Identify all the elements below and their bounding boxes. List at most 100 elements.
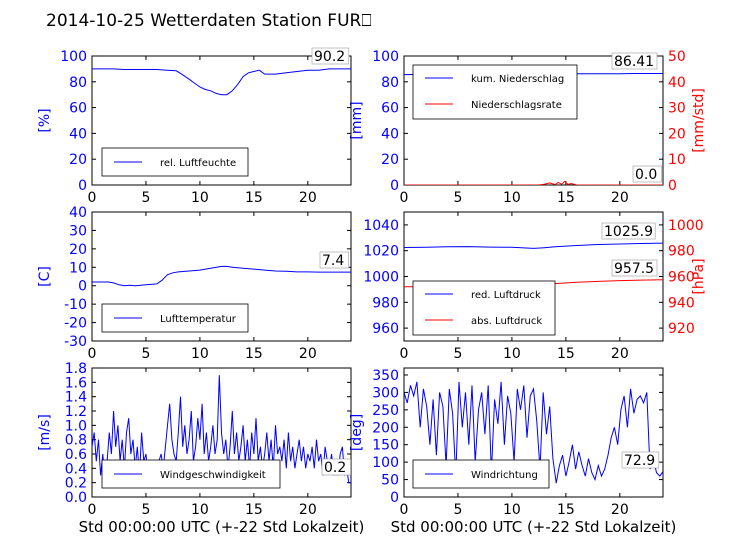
series-line-0 — [404, 381, 663, 484]
y2-axis-label: [hPa] — [691, 258, 707, 294]
y-tick-label: 0.0 — [65, 490, 87, 506]
y-tick-label: 0.4 — [65, 461, 87, 477]
y2-axis-label: [mm/std] — [691, 88, 707, 153]
y-tick-label: 350 — [372, 368, 399, 384]
y-tick-label: 100 — [60, 49, 87, 65]
series-group — [92, 265, 351, 287]
legend-box — [412, 64, 578, 120]
y-tick-label: 10 — [69, 260, 87, 276]
x-tick-label: 15 — [245, 190, 263, 206]
panel-precipitation: 0 5 10 15 20 0 20 40 60 80 100 0 10 20 30 40 50 [mm] [mm/s… — [349, 49, 707, 206]
last-value-box — [319, 251, 349, 269]
legend: red. Luftdruck abs. Luftdruck — [412, 280, 556, 336]
y-tick-label: 0 — [390, 178, 399, 194]
y-tick-label: 0 — [78, 279, 87, 295]
y-tick-label: 300 — [372, 385, 399, 401]
legend-label: kum. Niederschlag — [471, 74, 564, 85]
series-line-0 — [92, 68, 351, 96]
x-tick-label: 0 — [88, 346, 97, 362]
last-value-box — [611, 259, 658, 277]
panel-windspeed: 0 5 10 15 200.00.20.40.60.81.01.21.41.61.8[m… — [37, 361, 364, 536]
x-tick-label: 20 — [299, 346, 317, 362]
y-tick-label: 0.8 — [65, 433, 87, 449]
y-tick-label: 980 — [372, 295, 399, 311]
y2-tick-label: 940 — [668, 295, 695, 311]
x-tick-label: 20 — [611, 502, 629, 518]
x-tick-label: 20 — [299, 502, 317, 518]
last-value-box — [621, 451, 660, 469]
y2-tick-label: 10 — [668, 152, 686, 168]
legend-box — [412, 280, 556, 336]
x-axis-label: Std 00:00:00 UTC (+-22 Std Lokalzeit) — [391, 518, 677, 536]
y-tick-label: 0 — [78, 178, 87, 194]
y-tick-label: 1040 — [363, 218, 399, 234]
legend-label: red. Luftdruck — [471, 290, 541, 301]
x-tick-label: 0 — [400, 502, 409, 518]
y-tick-label: 0.2 — [65, 476, 87, 492]
last-value-label: 0.0 — [635, 167, 657, 183]
y-tick-label: 1.2 — [65, 404, 87, 420]
last-value-box — [321, 458, 351, 476]
x-tick-label: 0 — [400, 346, 409, 362]
legend: rel. Luftfeuchte — [101, 147, 249, 177]
x-tick-label: 0 — [400, 190, 409, 206]
y-tick-label: 1.0 — [65, 418, 87, 434]
y-tick-label: 40 — [69, 205, 87, 221]
last-value-label: 72.9 — [624, 453, 655, 469]
last-value-label: 0.2 — [324, 460, 346, 476]
y-tick-label: -30 — [64, 334, 87, 350]
last-value-label: 7.4 — [322, 253, 344, 269]
y2-tick-label: 50 — [668, 49, 686, 65]
y2-tick-label: 960 — [668, 270, 695, 286]
y-tick-label: 80 — [69, 75, 87, 91]
x-tick-label: 5 — [141, 346, 150, 362]
x-tick-label: 5 — [453, 346, 462, 362]
legend: Windrichtung — [412, 459, 550, 489]
last-value-box — [611, 52, 658, 70]
y-tick-label: 50 — [381, 473, 399, 489]
panel-pressure: 0 5 10 15 20 960 980 1000 1020 1040 920 940 960 980 10… — [363, 211, 707, 362]
y-tick-label: 20 — [381, 152, 399, 168]
y-tick-label: 100 — [372, 455, 399, 471]
y-axis-label: [m/s] — [37, 414, 53, 451]
last-value-label: 1025.9 — [604, 224, 653, 240]
last-value-label: 957.5 — [614, 261, 654, 277]
y-tick-label: 20 — [69, 242, 87, 258]
legend-label: Niederschlagsrate — [471, 100, 562, 111]
last-value-label: 90.2 — [314, 49, 345, 65]
x-tick-label: 5 — [141, 190, 150, 206]
y2-tick-label: 920 — [668, 321, 695, 337]
last-value-box — [601, 222, 656, 240]
x-tick-label: 10 — [191, 502, 209, 518]
y-tick-label: 40 — [381, 126, 399, 142]
x-tick-label: 0 — [88, 190, 97, 206]
y-tick-label: 20 — [69, 152, 87, 168]
x-tick-label: 20 — [611, 190, 629, 206]
series-line-0 — [92, 265, 351, 287]
y-tick-label: 960 — [372, 321, 399, 337]
y2-tick-label: 40 — [668, 75, 686, 91]
legend-label: Lufttemperatur — [160, 314, 237, 325]
legend-label: Windrichtung — [471, 470, 538, 481]
series-group — [92, 68, 351, 96]
x-tick-label: 15 — [557, 346, 575, 362]
y-tick-label: 60 — [381, 101, 399, 117]
y-tick-label: 150 — [372, 438, 399, 454]
y2-tick-label: 0 — [668, 178, 677, 194]
x-tick-label: 10 — [503, 346, 521, 362]
x-tick-label: 10 — [503, 502, 521, 518]
y-tick-label: 80 — [381, 75, 399, 91]
plot-frame — [403, 367, 664, 498]
y-tick-label: 250 — [372, 403, 399, 419]
y-tick-label: 1.4 — [65, 390, 87, 406]
y-axis-label: [C] — [37, 266, 53, 287]
legend: Windgeschwindigkeit — [101, 459, 281, 489]
y-tick-label: -20 — [64, 316, 87, 332]
y-tick-label: 200 — [372, 420, 399, 436]
legend-label: rel. Luftfeuchte — [160, 158, 236, 169]
figure-title: 2014-10-25 Wetterdaten Station FUR⎕ — [46, 11, 372, 31]
legend: Lufttemperatur — [101, 303, 249, 333]
x-tick-label: 15 — [557, 190, 575, 206]
